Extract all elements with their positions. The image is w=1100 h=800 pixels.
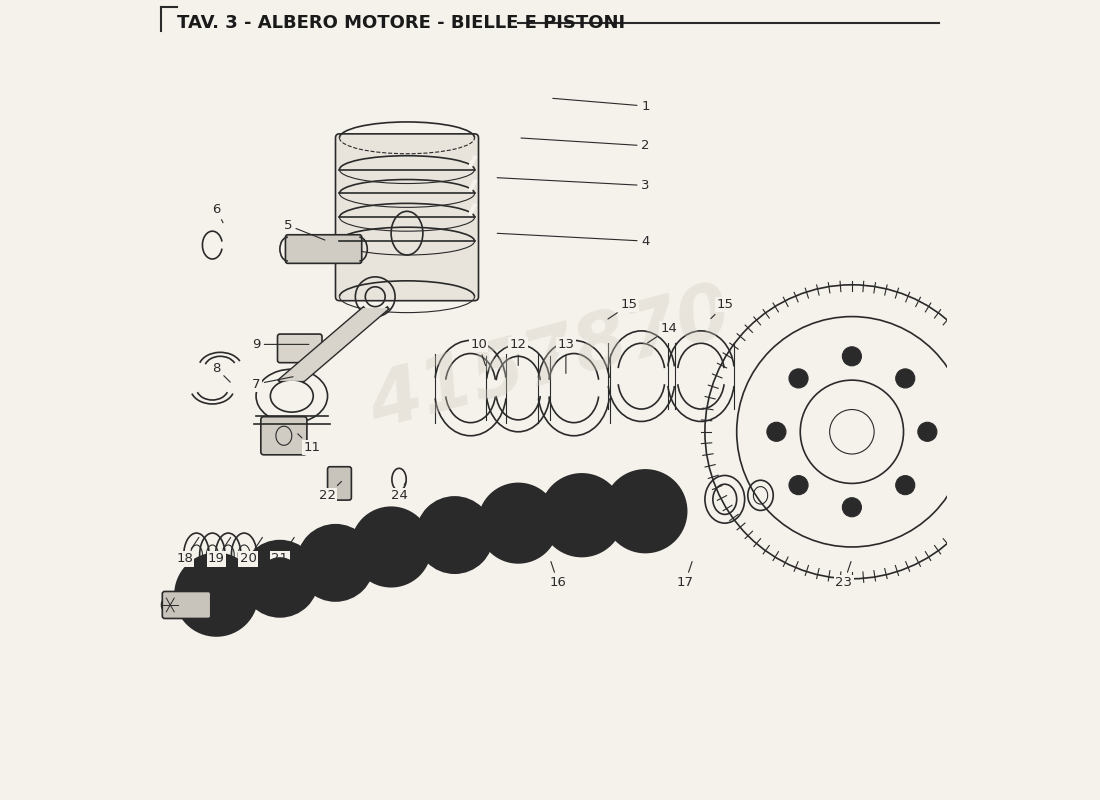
- Circle shape: [767, 422, 785, 442]
- Circle shape: [194, 572, 239, 618]
- Text: 11: 11: [298, 434, 320, 454]
- Text: 23: 23: [835, 562, 852, 590]
- Text: 6: 6: [212, 203, 223, 222]
- Text: 24: 24: [390, 482, 407, 502]
- FancyBboxPatch shape: [336, 134, 478, 301]
- Circle shape: [242, 541, 318, 617]
- FancyBboxPatch shape: [261, 417, 307, 455]
- Circle shape: [175, 554, 257, 636]
- Text: 4: 4: [497, 234, 649, 248]
- Text: 10: 10: [470, 338, 487, 366]
- Text: 19: 19: [208, 538, 231, 566]
- Circle shape: [843, 346, 861, 366]
- FancyBboxPatch shape: [286, 234, 362, 263]
- FancyBboxPatch shape: [163, 591, 211, 618]
- Text: 15: 15: [711, 298, 734, 318]
- Text: 22: 22: [319, 482, 341, 502]
- Circle shape: [789, 476, 808, 494]
- Circle shape: [496, 502, 540, 545]
- Circle shape: [604, 470, 686, 553]
- Text: 2: 2: [521, 138, 650, 152]
- FancyBboxPatch shape: [277, 334, 322, 362]
- Text: 1: 1: [553, 98, 650, 113]
- Circle shape: [895, 476, 915, 494]
- Text: 18: 18: [176, 538, 199, 566]
- Circle shape: [559, 493, 605, 538]
- Text: 12: 12: [509, 338, 527, 366]
- Circle shape: [417, 497, 493, 573]
- Circle shape: [478, 483, 558, 563]
- Text: 15: 15: [608, 298, 638, 319]
- Text: 14: 14: [648, 322, 678, 343]
- Circle shape: [258, 558, 301, 600]
- Circle shape: [917, 422, 937, 442]
- Circle shape: [843, 498, 861, 517]
- Text: 17: 17: [676, 562, 694, 590]
- Text: 20: 20: [240, 538, 263, 566]
- FancyBboxPatch shape: [328, 466, 351, 500]
- Text: 9: 9: [252, 338, 309, 351]
- Text: 13: 13: [558, 338, 574, 374]
- Text: TAV. 3 - ALBERO MOTORE - BIELLE E PISTONI: TAV. 3 - ALBERO MOTORE - BIELLE E PISTON…: [177, 14, 625, 32]
- Circle shape: [540, 474, 623, 557]
- Circle shape: [315, 542, 356, 584]
- Circle shape: [623, 489, 668, 534]
- Circle shape: [433, 514, 475, 556]
- Circle shape: [789, 369, 808, 388]
- Text: 3: 3: [497, 178, 650, 192]
- Text: 4157870: 4157870: [361, 277, 739, 444]
- Polygon shape: [279, 309, 387, 380]
- Text: 21: 21: [272, 538, 294, 566]
- Circle shape: [351, 507, 431, 586]
- Text: 5: 5: [284, 218, 324, 240]
- Text: 7: 7: [252, 377, 293, 390]
- Text: 8: 8: [212, 362, 230, 382]
- Circle shape: [895, 369, 915, 388]
- Text: 16: 16: [550, 562, 566, 590]
- Circle shape: [370, 525, 412, 569]
- Circle shape: [297, 525, 374, 601]
